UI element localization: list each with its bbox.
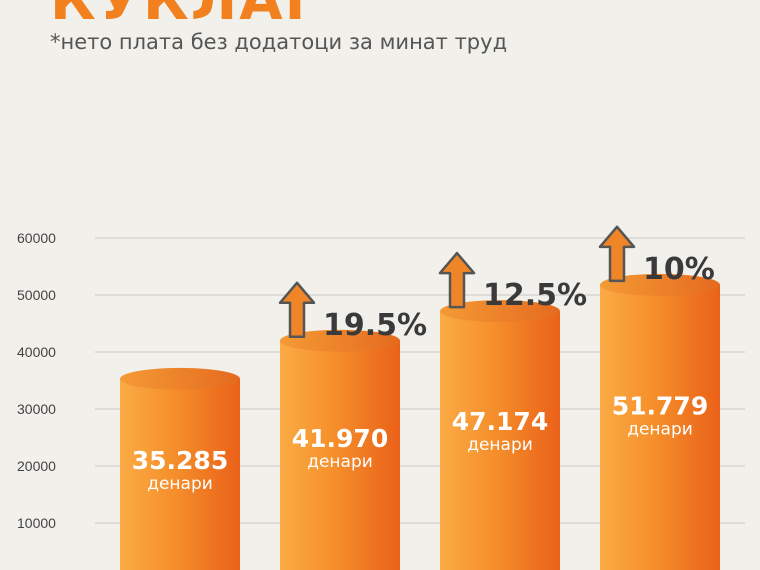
y-tick-label: 20000 — [17, 458, 56, 474]
y-tick-label: 40000 — [17, 344, 56, 360]
bar — [440, 311, 560, 570]
bar — [280, 340, 400, 570]
y-tick-label: 50000 — [17, 287, 56, 303]
bar-cap — [280, 329, 400, 352]
increase-percent-label: 12.5% — [483, 278, 587, 313]
y-tick-label: 30000 — [17, 401, 56, 417]
y-tick-label: 10000 — [17, 515, 56, 531]
page-subtitle: *нето плата без додатоци за минат труд — [50, 30, 508, 54]
bar-value-label: 35.285 — [132, 446, 228, 475]
increase-percent-label: 19.5% — [323, 308, 427, 343]
bar-unit-label: денари — [307, 452, 373, 472]
bar — [600, 284, 720, 570]
bar-cap — [120, 367, 240, 390]
bar-cap — [440, 300, 560, 323]
y-tick-label: 60000 — [17, 230, 56, 246]
up-arrow-icon — [278, 281, 316, 339]
up-arrow-icon — [438, 251, 476, 309]
bar-unit-label: денари — [467, 435, 533, 455]
page-title: КУКЛАГ — [50, 0, 323, 33]
bar-value-label: 51.779 — [612, 392, 708, 421]
bar-unit-label: денари — [147, 474, 213, 494]
bar-unit-label: денари — [627, 420, 693, 440]
bar-value-label: 41.970 — [292, 424, 388, 453]
bar-value-label: 47.174 — [452, 407, 548, 436]
bar-cap — [600, 273, 720, 296]
up-arrow-icon — [598, 225, 636, 283]
bar — [120, 378, 240, 570]
increase-percent-label: 10% — [643, 252, 715, 287]
